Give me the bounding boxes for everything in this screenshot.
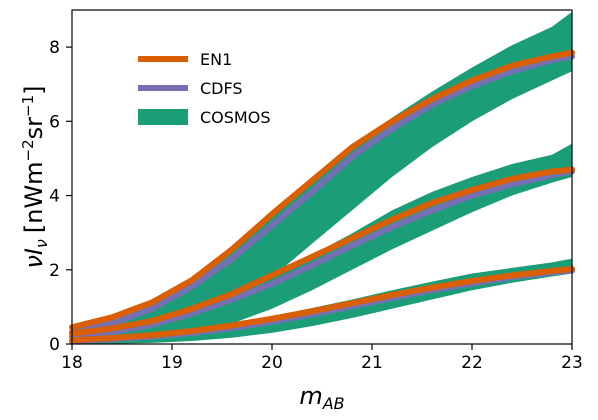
en1-line-1: [69, 49, 575, 331]
cosmos-band-3: [72, 258, 572, 344]
x-tick-label: 23: [561, 353, 583, 373]
cdfs-line-2: [69, 168, 575, 340]
x-tick-label: 19: [161, 353, 183, 373]
y-tick-label: 4: [49, 187, 60, 207]
legend-label-en1: EN1: [200, 50, 232, 69]
plot-frame: [71, 9, 573, 345]
en1-line-3: [69, 266, 575, 344]
x-axis-label: mAB: [299, 382, 344, 413]
x-tick-label: 22: [461, 353, 483, 373]
y-tick-label: 8: [49, 38, 60, 58]
legend-label-cosmos: COSMOS: [200, 108, 270, 127]
y-tick-label: 2: [49, 261, 60, 281]
y-axis-ticks: 0 2 4 6 8: [49, 38, 72, 355]
series-lines: [69, 49, 575, 345]
legend-swatch-cosmos: [138, 109, 188, 125]
y-tick-label: 6: [49, 112, 60, 132]
cosmos-band-2: [72, 143, 572, 344]
x-axis-ticks: 18 19 20 21 22 23: [61, 344, 583, 373]
x-tick-label: 20: [261, 353, 283, 373]
y-tick-label: 0: [49, 335, 60, 355]
x-tick-label: 21: [361, 353, 383, 373]
y-axis-label: νIν[nWm−2sr−1]: [19, 85, 51, 268]
legend: EN1 CDFS COSMOS: [138, 50, 270, 127]
x-tick-label: 18: [61, 353, 83, 373]
legend-label-cdfs: CDFS: [200, 79, 243, 98]
cdfs-line-1: [69, 53, 575, 336]
en1-line-2: [69, 166, 575, 337]
